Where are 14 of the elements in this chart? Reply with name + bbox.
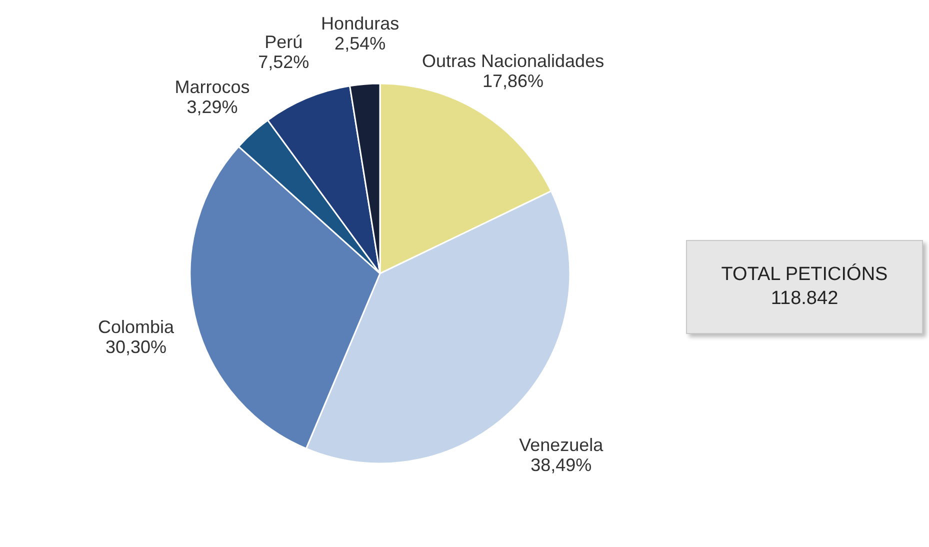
slice-label: Honduras xyxy=(321,13,400,34)
data-label: 38,49% xyxy=(530,454,592,475)
data-label: 3,29% xyxy=(186,97,238,118)
slice-label: Perú xyxy=(264,32,303,52)
slice-label: Marrocos xyxy=(174,77,250,98)
slice-label: Outras Nacionalidades xyxy=(422,50,604,71)
slice-label: Venezuela xyxy=(519,434,604,455)
data-label: 7,52% xyxy=(258,52,310,72)
data-label: 30,30% xyxy=(105,337,167,358)
data-label: 2,54% xyxy=(334,33,386,54)
text: TOTAL PETICIÓNS xyxy=(720,263,889,287)
text: 118.842 xyxy=(770,287,840,311)
slice-label: Colombia xyxy=(98,317,176,338)
data-label: 17,86% xyxy=(482,70,544,91)
